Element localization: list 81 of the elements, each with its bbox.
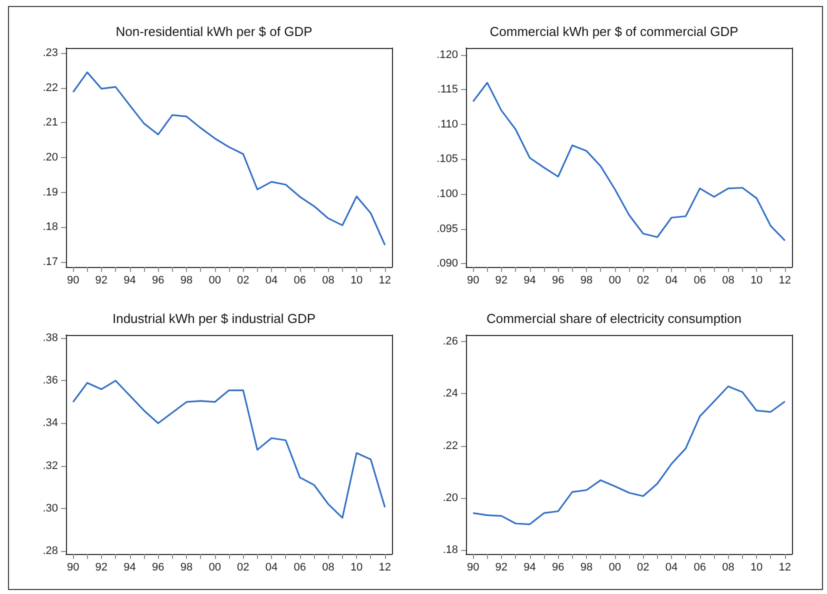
line-series	[472, 386, 786, 526]
x-tick-label: 02	[237, 562, 250, 574]
y-tick-label: .21	[42, 116, 58, 129]
chart-title: Commercial share of electricity consumption	[486, 311, 742, 326]
x-tick-label: 10	[350, 562, 363, 574]
y-tick-label: .090	[436, 258, 458, 270]
x-tick-label: 90	[66, 274, 80, 286]
y-tick-label: .32	[42, 460, 58, 472]
x-tick-label: 10	[750, 562, 763, 574]
y-tick-label: .100	[436, 188, 458, 200]
x-tick-label: 10	[350, 274, 363, 286]
x-tick-label: 02	[637, 562, 650, 574]
x-tick-label: 00	[608, 562, 621, 574]
y-tick-label: .36	[42, 374, 58, 387]
x-tick-label: 06	[294, 274, 306, 286]
x-tick-label: 98	[580, 274, 593, 286]
x-tick-label: 98	[180, 562, 193, 574]
x-tick-label: 92	[495, 562, 508, 574]
x-tick-label: 98	[180, 274, 193, 286]
y-tick-label: .26	[442, 336, 458, 348]
y-tick-label: .28	[42, 544, 58, 557]
x-tick-label: 90	[466, 562, 480, 574]
y-tick-label: .095	[436, 222, 458, 235]
x-tick-label: 06	[694, 562, 706, 574]
x-tick-label: 08	[722, 562, 734, 574]
y-tick-label: .38	[42, 332, 58, 344]
x-tick-label: 94	[124, 274, 136, 286]
y-tick-label: .120	[436, 48, 458, 61]
x-tick-label: 12	[378, 562, 392, 574]
x-tick-label: 04	[665, 562, 678, 574]
x-tick-label: 04	[265, 274, 278, 286]
y-tick-label: .20	[442, 492, 458, 504]
x-tick-label: 96	[552, 562, 564, 574]
chart-title: Commercial kWh per $ of commercial GDP	[490, 24, 738, 39]
y-tick-label: .34	[42, 417, 58, 430]
x-tick-label: 00	[208, 562, 221, 574]
x-tick-label: 02	[237, 274, 250, 286]
y-tick-label: .18	[42, 221, 58, 234]
y-tick-label: .105	[436, 153, 458, 166]
y-tick-label: .30	[42, 502, 58, 514]
y-tick-label: .23	[42, 47, 58, 60]
x-tick-label: 92	[495, 274, 508, 286]
x-tick-label: 12	[778, 562, 792, 574]
x-tick-label: 08	[722, 274, 734, 286]
x-tick-label: 94	[124, 562, 136, 574]
x-tick-label: 04	[665, 274, 678, 286]
x-tick-label: 94	[524, 274, 536, 286]
y-tick-label: .22	[442, 440, 458, 452]
y-tick-label: .24	[442, 388, 458, 400]
x-tick-label: 00	[608, 274, 621, 286]
line-series	[72, 380, 386, 519]
x-tick-label: 98	[580, 562, 593, 574]
x-tick-label: 08	[322, 274, 334, 286]
x-tick-label: 04	[265, 562, 278, 574]
line-series	[472, 82, 786, 242]
y-tick-label: .19	[42, 186, 58, 198]
line-series	[72, 72, 386, 246]
x-tick-label: 90	[466, 274, 480, 286]
x-tick-label: 12	[778, 274, 792, 286]
y-tick-label: .22	[42, 82, 58, 94]
y-tick-label: .18	[442, 544, 458, 556]
x-tick-label: 06	[294, 562, 306, 574]
x-tick-label: 90	[66, 562, 80, 574]
y-tick-label: .20	[42, 152, 58, 164]
x-tick-label: 02	[637, 274, 650, 286]
x-tick-label: 00	[208, 274, 221, 286]
y-tick-label: .110	[437, 118, 458, 130]
x-tick-label: 94	[524, 562, 536, 574]
chart-title: Non-residential kWh per $ of GDP	[116, 24, 312, 39]
x-tick-label: 96	[552, 274, 564, 286]
y-tick-label: .115	[437, 84, 458, 96]
x-tick-label: 92	[95, 274, 108, 286]
y-tick-label: .17	[42, 256, 58, 268]
chart-title: Industrial kWh per $ industrial GDP	[112, 311, 316, 326]
x-tick-label: 96	[152, 274, 164, 286]
x-tick-label: 08	[322, 562, 334, 574]
x-tick-label: 92	[95, 562, 108, 574]
x-tick-label: 96	[152, 562, 164, 574]
x-tick-label: 06	[694, 274, 706, 286]
x-tick-label: 12	[378, 274, 392, 286]
x-tick-label: 10	[750, 274, 763, 286]
